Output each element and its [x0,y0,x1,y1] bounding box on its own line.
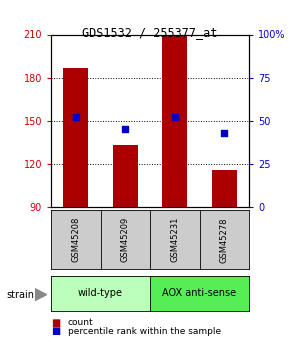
Polygon shape [34,288,46,301]
Text: GSM45231: GSM45231 [170,217,179,263]
Text: ■: ■ [51,318,60,327]
Text: GSM45208: GSM45208 [71,217,80,263]
Text: GSM45278: GSM45278 [220,217,229,263]
Bar [212,170,237,207]
Text: GDS1532 / 255377_at: GDS1532 / 255377_at [82,26,218,39]
Point [123,127,128,132]
Text: GSM45209: GSM45209 [121,217,130,263]
Bar [113,145,138,207]
Text: count: count [68,318,93,327]
Bar [63,68,88,207]
Point [222,130,227,136]
Text: percentile rank within the sample: percentile rank within the sample [68,327,220,336]
Point [172,115,177,120]
Text: ■: ■ [51,326,60,336]
Text: AOX anti-sense: AOX anti-sense [162,288,237,298]
Text: strain: strain [6,290,34,300]
Text: wild-type: wild-type [78,288,123,298]
Bar [162,34,187,207]
Point [74,115,78,120]
